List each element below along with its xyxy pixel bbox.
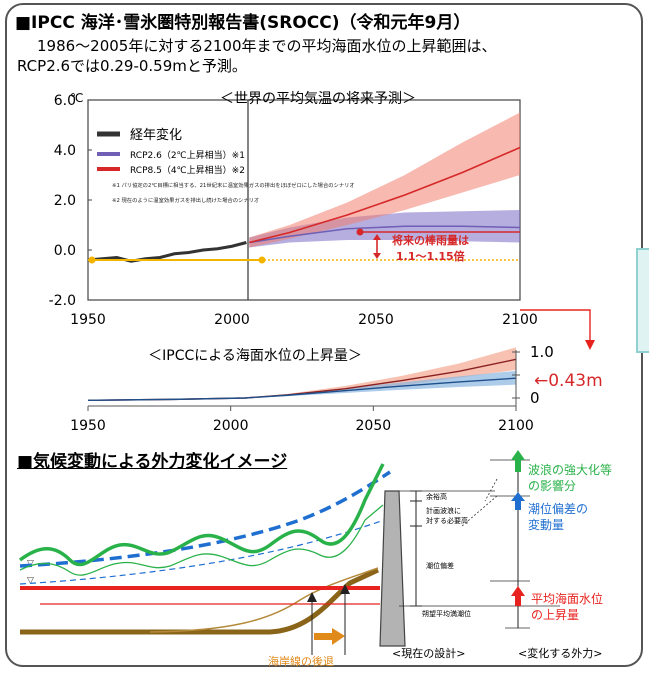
temperature-ytick-2: 2.0 (54, 193, 76, 209)
temperature-ytick-4: 6.0 (54, 93, 76, 109)
temperature-y-unit: ℃ (70, 91, 83, 105)
label-sea-level-1: 平均海面水位 (531, 591, 603, 606)
label-tide: 朔望平均満潮位 (422, 609, 471, 618)
legend-label-observed: 経年変化 (130, 127, 182, 143)
label-wave-change-1: 波浪の強大化等 (528, 462, 612, 477)
temperature-band-2 (249, 112, 520, 248)
description-line-1: 1986〜2005年に対する2100年までの平均海面水位の上昇範囲は、 (37, 37, 497, 55)
arrow-surge-head (511, 492, 525, 501)
baseline-end-dot (258, 256, 266, 264)
label-sea-level-2: の上昇量 (531, 608, 579, 622)
ground-future-line (20, 567, 380, 635)
arrow-wave-head (511, 450, 525, 460)
connector-wave (484, 478, 498, 502)
arrow-surge-shaft (515, 500, 521, 510)
arrow-wave-shaft (515, 458, 521, 472)
surge-future-line (19, 470, 391, 568)
section-title: ■気候変動による外力変化イメージ (17, 452, 288, 472)
label-margin: 余裕高 (426, 492, 447, 501)
temperature-ytick-3: 4.0 (54, 143, 76, 159)
label-shoreline: 海岸線の後退 (268, 654, 334, 668)
temperature-xtick-3: 2100 (502, 312, 538, 328)
future-annotation-1: 将来の棒雨量は (392, 233, 469, 247)
future-annotation-2: 1.1〜1.15倍 (396, 249, 465, 263)
seawall (379, 490, 406, 647)
label-wave-required-2: 対する必要高 (426, 516, 468, 525)
side-tab (636, 248, 649, 353)
shoreline-arrow-shaft (314, 633, 332, 640)
temperature-series-line-2 (249, 146, 521, 244)
description-line-2: RCP2.6では0.29-0.59mと予測。 (17, 57, 247, 75)
label-changing-force: <変化する外力> (518, 646, 602, 660)
temperature-xtick-0: 1950 (70, 312, 106, 328)
legend-note-1: ※1 パリ協定の2℃目標に相当する、21世紀末に温室効果ガスの排出をほぼゼロにし… (112, 181, 355, 189)
temperature-series-line-1 (249, 225, 521, 244)
temperature-chart-title: ＜世界の平均気温の将来予測＞ (220, 90, 416, 106)
temperature-xtick-1: 2000 (214, 312, 250, 328)
label-surge-change-2: 変動量 (528, 517, 564, 532)
label-surge: 潮位偏差 (426, 561, 454, 570)
temperature-ytick-0: -2.0 (49, 293, 76, 309)
temperature-plot-area (87, 99, 521, 301)
ground-current-line (149, 567, 379, 633)
future-arrow-up (373, 234, 381, 240)
label-surge-change-1: 潮位偏差の (528, 501, 588, 516)
label-wave-change-2: の影響分 (528, 478, 576, 493)
temperature-legend: 経年変化 RCP2.6（2℃上昇相当）※1 RCP8.5（4℃上昇相当）※2 ※… (97, 127, 355, 204)
legend-label-rcp85: RCP8.5（4℃上昇相当）※2 (130, 164, 245, 176)
arrow-sea-shaft (515, 594, 521, 606)
future-arrow-down (373, 253, 381, 259)
connector-arrow-head (585, 340, 595, 350)
page-title: ■IPCC 海洋･雪氷圏特別報告書(SROCC)（令和元年9月） (15, 13, 471, 33)
shoreline-marker-right-head (340, 584, 350, 594)
wave-current-line (19, 504, 384, 576)
legend-note-2: ※2 現在のように温室効果ガスを排出し続けた場合のシナリオ (112, 196, 259, 204)
description: 1986〜2005年に対する2100年までの平均海面水位の上昇範囲は、 RCP2… (17, 36, 617, 76)
surge-current-line (19, 517, 391, 585)
wave-future-line (18, 463, 385, 567)
arrow-sea-head (511, 586, 525, 596)
water-mark-2: ▽ (27, 576, 34, 586)
shoreline-arrow-head (332, 628, 345, 645)
legend-label-rcp26: RCP2.6（2℃上昇相当）※1 (130, 149, 245, 161)
label-wave-required-1: 計画波浪に (426, 506, 461, 515)
temperature-xtick-2: 2050 (358, 312, 394, 328)
temperature-ytick-1: 0.0 (54, 243, 76, 259)
future-red-dot (356, 228, 364, 236)
connector-arrow-line (520, 309, 591, 342)
ground (20, 570, 378, 660)
shoreline-marker-left-head (307, 592, 317, 602)
baseline-start-dot (88, 256, 96, 264)
temperature-series-line-0 (87, 241, 247, 263)
temperature-band-1 (249, 210, 520, 248)
label-current-design: <現在の設計> (392, 646, 465, 660)
